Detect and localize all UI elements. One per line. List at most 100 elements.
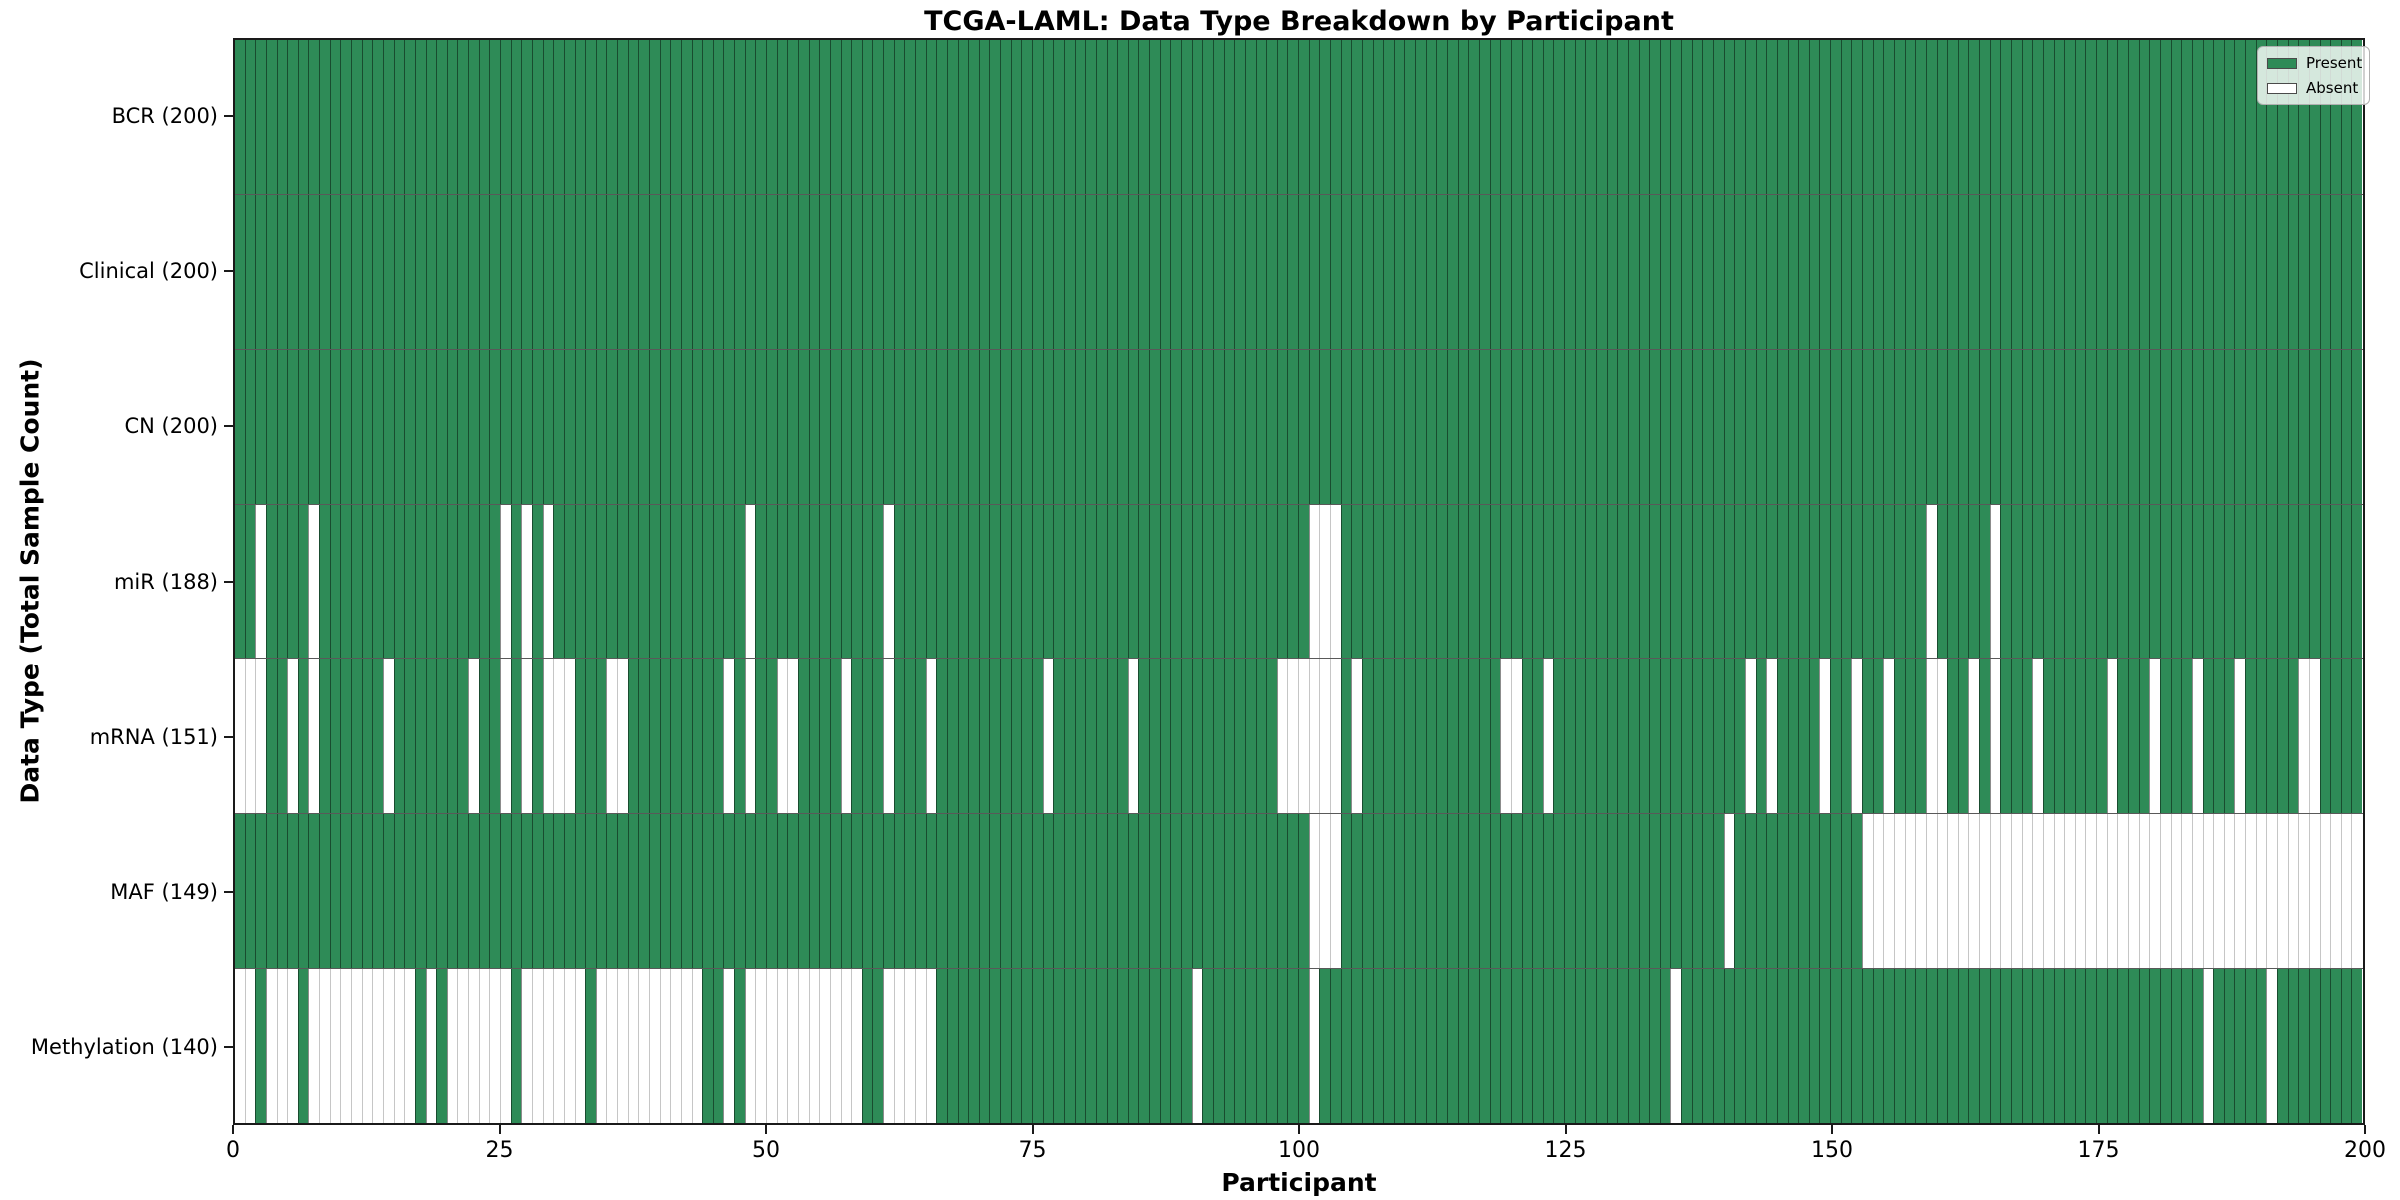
heatmap-cell (1159, 969, 1171, 1124)
heatmap-cell (2223, 659, 2235, 814)
xtick-label-100: 100 (1278, 1138, 1320, 1163)
heatmap-cell (617, 194, 628, 349)
heatmap-cell (1893, 40, 1905, 194)
heatmap-cell (606, 194, 618, 349)
heatmap-cell (2096, 40, 2107, 194)
heatmap-cell (382, 659, 394, 814)
heatmap-cell (1776, 969, 1788, 1124)
heatmap-cell (819, 504, 830, 659)
heatmap-cell (2287, 40, 2299, 194)
heatmap-cell (744, 194, 756, 349)
heatmap-cell (872, 504, 884, 659)
heatmap-cell (2117, 194, 2129, 349)
heatmap-cell (2042, 659, 2054, 814)
heatmap-cell (1564, 40, 1575, 194)
heatmap-cell (968, 504, 979, 659)
heatmap-cell (861, 40, 873, 194)
heatmap-cell (627, 40, 639, 194)
heatmap-cell (468, 969, 479, 1124)
heatmap-cell (2106, 659, 2118, 814)
heatmap-cell (2298, 349, 2309, 504)
heatmap-cell (670, 40, 681, 194)
heatmap-cell (1212, 349, 1224, 504)
heatmap-cell (1617, 659, 1628, 814)
heatmap-cell (1383, 969, 1394, 1124)
heatmap-cell (1851, 194, 1863, 349)
heatmap-cell (2053, 969, 2065, 1124)
heatmap-cell (1968, 349, 1980, 504)
heatmap-cell (2340, 504, 2352, 659)
heatmap-cell (2277, 504, 2288, 659)
heatmap-cell (2308, 40, 2320, 194)
heatmap-cell (585, 814, 596, 969)
heatmap-cell (436, 504, 447, 659)
heatmap-cell (1872, 659, 1884, 814)
heatmap-cell (2159, 40, 2171, 194)
heatmap-cell (361, 349, 373, 504)
heatmap-cell (1702, 969, 1714, 1124)
present-swatch (2267, 57, 2297, 69)
heatmap-cell (915, 504, 926, 659)
heatmap-cell (1255, 194, 1267, 349)
heatmap-cell (2223, 40, 2235, 194)
heatmap-cell (2202, 40, 2214, 194)
heatmap-cell (1723, 504, 1735, 659)
heatmap-cell (2053, 349, 2065, 504)
heatmap-cell (1372, 194, 1384, 349)
heatmap-cell (1776, 40, 1788, 194)
heatmap-cell (2308, 659, 2320, 814)
heatmap-cell (1798, 504, 1809, 659)
heatmap-cell (1851, 969, 1863, 1124)
heatmap-cell (542, 194, 554, 349)
heatmap-cell (776, 194, 788, 349)
heatmap-cell (372, 814, 383, 969)
heatmap-cell (255, 40, 266, 194)
heatmap-cell (1298, 659, 1309, 814)
heatmap-cell (1489, 659, 1501, 814)
heatmap-cell (1596, 194, 1607, 349)
heatmap-cell (1319, 969, 1330, 1124)
heatmap-cell (925, 814, 937, 969)
heatmap-cell (1021, 40, 1033, 194)
heatmap-cell (755, 814, 767, 969)
heatmap-cell (1574, 659, 1586, 814)
heatmap-cell (2138, 40, 2150, 194)
heatmap-cell (1862, 814, 1873, 969)
heatmap-cell (287, 814, 298, 969)
heatmap-cell (1159, 194, 1171, 349)
heatmap-cell (1478, 969, 1490, 1124)
xtick-mark (1831, 1125, 1833, 1134)
heatmap-cell (1425, 40, 1437, 194)
heatmap-cell (1085, 504, 1096, 659)
heatmap-cell (1117, 194, 1128, 349)
heatmap-cell (829, 194, 841, 349)
heatmap-cell (1223, 194, 1235, 349)
legend-label-present: Present (2306, 54, 2363, 72)
legend: Present Absent (2257, 46, 2370, 105)
heatmap-cell (468, 194, 479, 349)
heatmap-cell (978, 194, 990, 349)
heatmap-cell (393, 40, 405, 194)
heatmap-cell (1127, 194, 1139, 349)
xtick-mark (498, 1125, 501, 1134)
heatmap-cell (1808, 349, 1820, 504)
heatmap-cell (1329, 504, 1341, 659)
heatmap-cell (1149, 504, 1160, 659)
heatmap-cell (606, 349, 618, 504)
heatmap-cell (2319, 40, 2331, 194)
heatmap-cell (1329, 814, 1341, 969)
heatmap-cell (1053, 194, 1064, 349)
heatmap-cell (1181, 194, 1192, 349)
heatmap-cell (1585, 40, 1596, 194)
heatmap-cell (553, 969, 564, 1124)
heatmap-cell (2159, 349, 2171, 504)
heatmap-cell (2085, 969, 2097, 1124)
heatmap-cell (382, 349, 394, 504)
heatmap-cell (1340, 40, 1352, 194)
heatmap-cell (436, 194, 447, 349)
heatmap-cell (255, 194, 266, 349)
heatmap-cell (2266, 814, 2277, 969)
heatmap-cell (851, 814, 862, 969)
heatmap-cell (1798, 659, 1809, 814)
heatmap-cell (276, 814, 288, 969)
